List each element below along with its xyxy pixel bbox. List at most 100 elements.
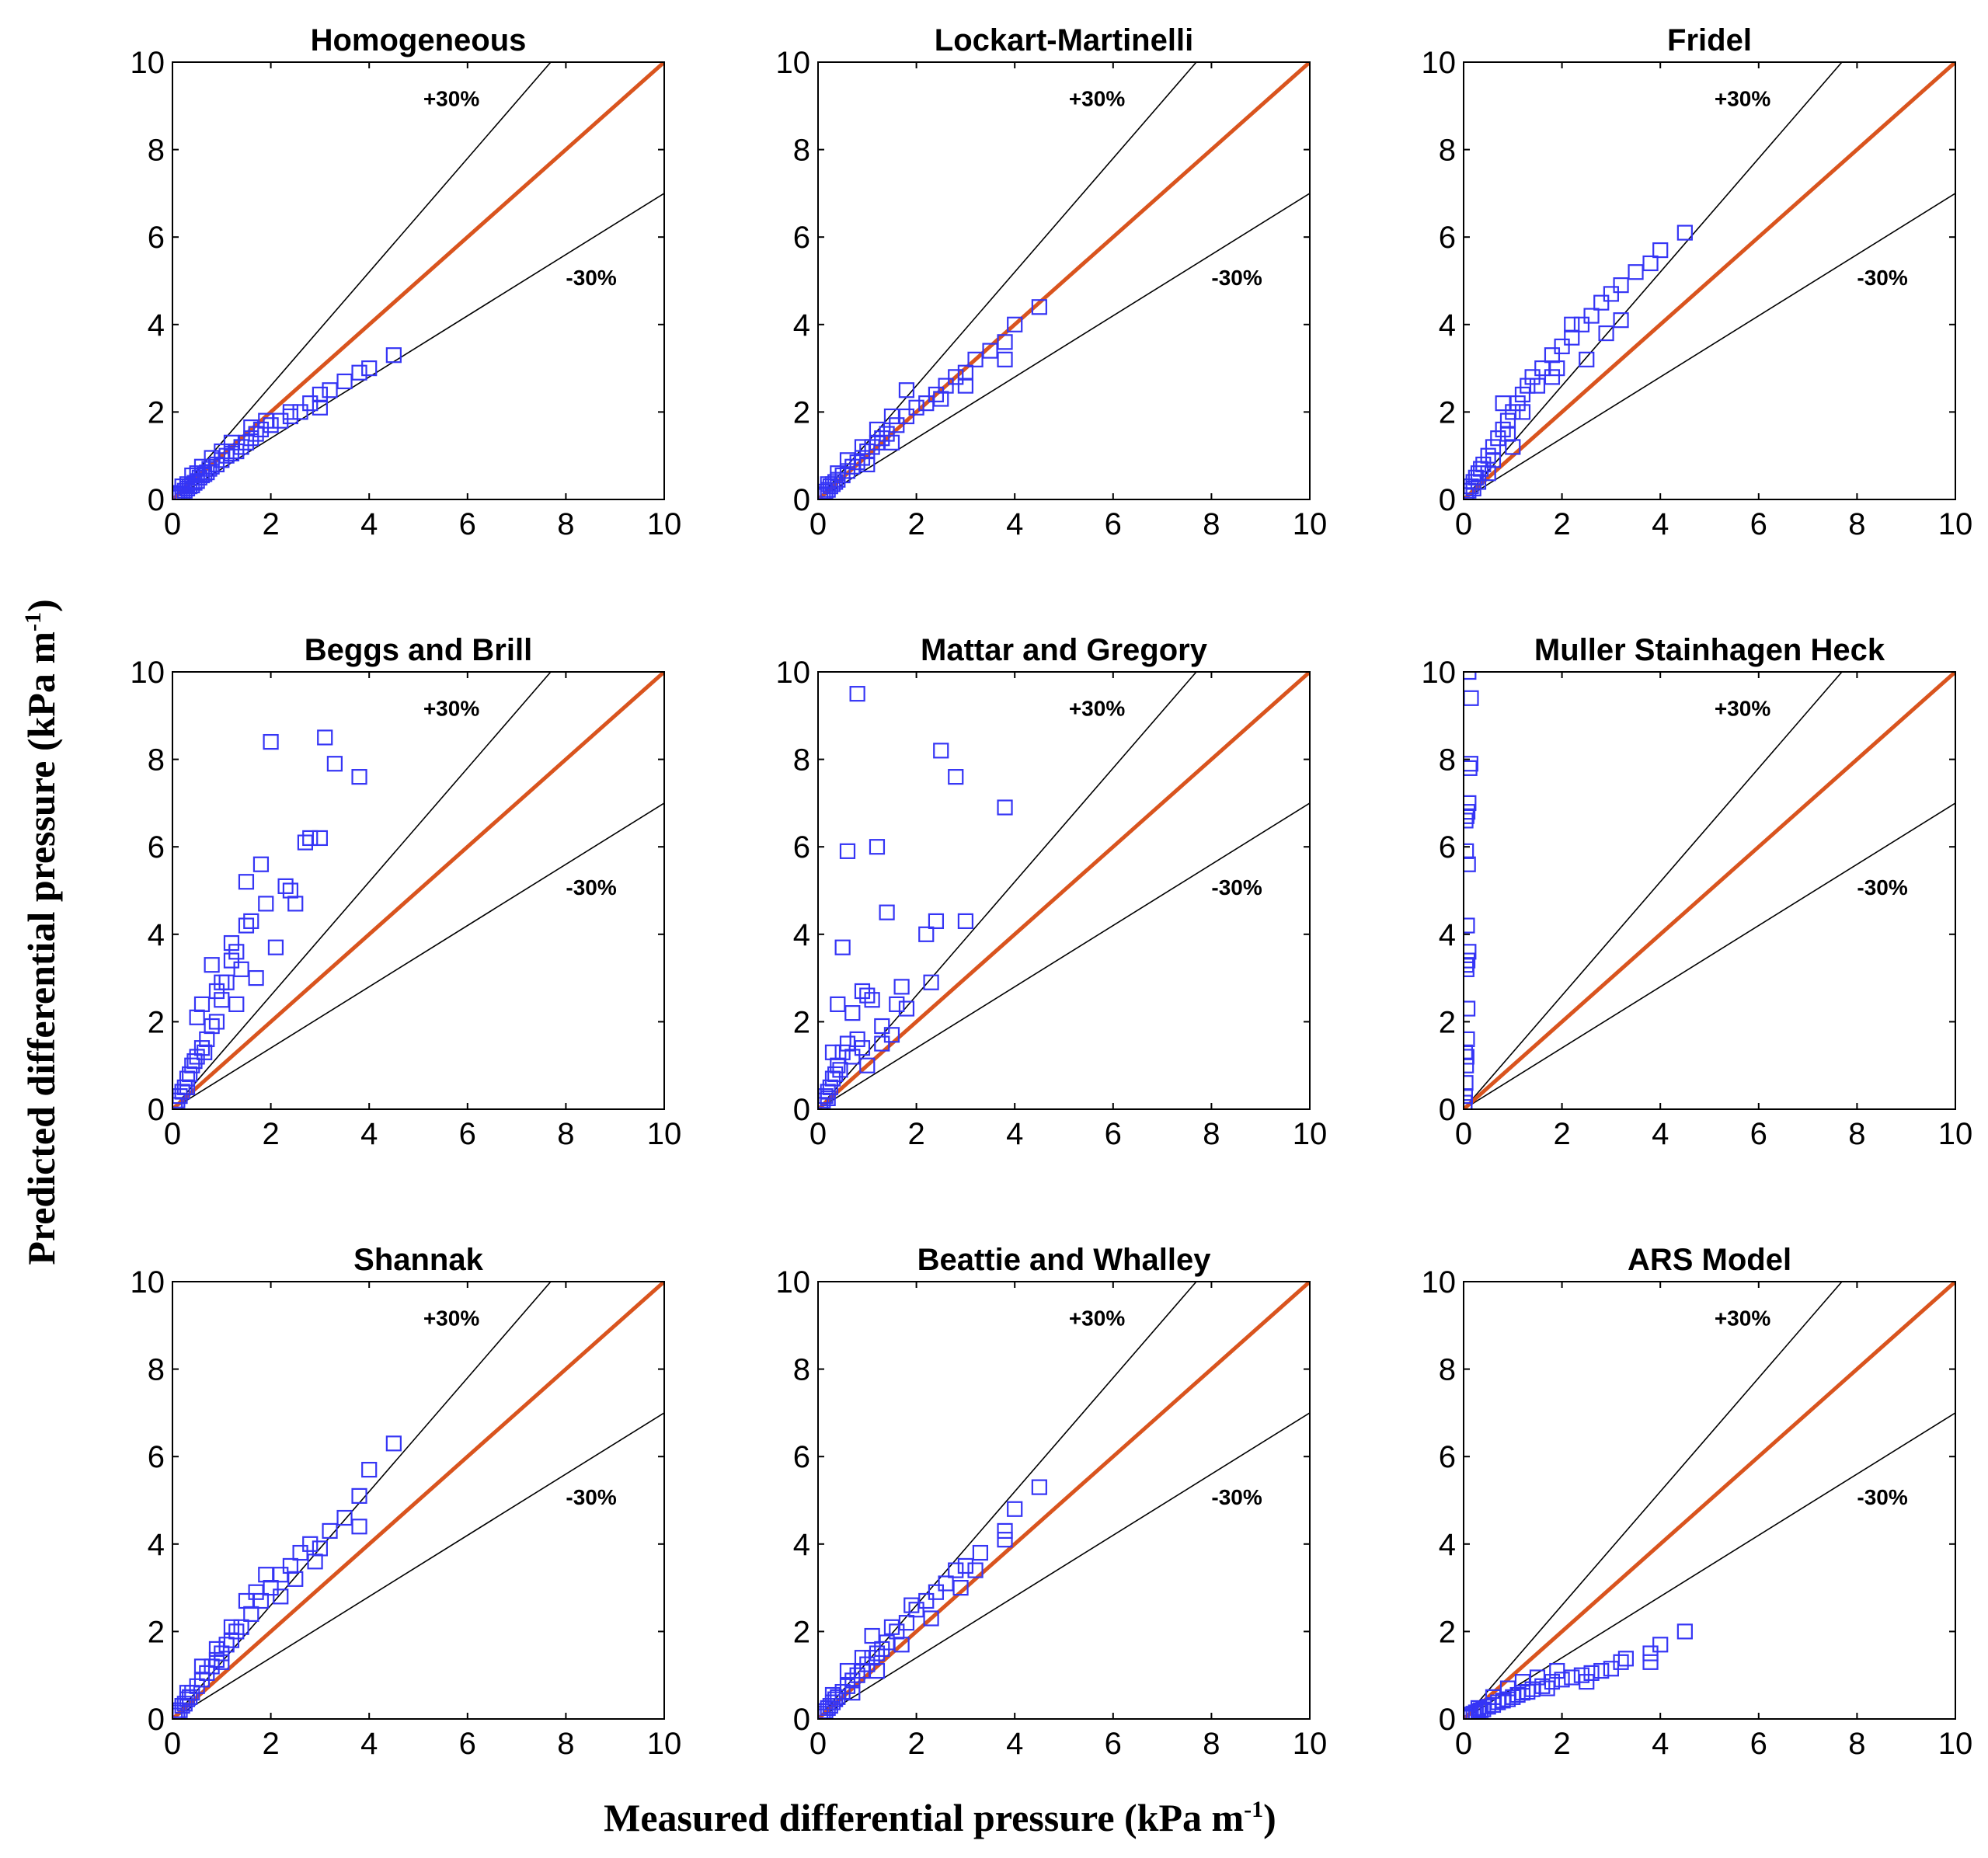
data-point: [208, 1014, 225, 1030]
data-point: [839, 1662, 856, 1679]
data-point: [869, 839, 886, 855]
x-tick-label: 6: [1105, 1117, 1122, 1151]
x-tick-label: 4: [1006, 507, 1023, 541]
data-point: [997, 1522, 1013, 1540]
y-tick-label: 10: [131, 46, 165, 80]
data-point: [1495, 395, 1511, 412]
upper-30pct-line: [818, 62, 1197, 499]
data-point: [849, 454, 865, 471]
lower-30pct-line: [1464, 802, 1955, 1109]
y-tick-label: 10: [1422, 656, 1457, 690]
lower-band-label: -30%: [1857, 1485, 1907, 1509]
plot-frame: [817, 1281, 1311, 1720]
x-tick-label: 8: [1848, 1727, 1865, 1761]
y-tick-label: 0: [148, 1703, 165, 1737]
upper-band-label: +30%: [1069, 696, 1125, 720]
x-tick-label: 0: [1455, 1117, 1472, 1151]
y-tick-label: 4: [148, 1528, 165, 1562]
data-point: [182, 1066, 198, 1083]
data-point: [1464, 756, 1478, 772]
data-point: [204, 1018, 220, 1035]
data-point: [233, 439, 249, 455]
x-tick-label: 8: [557, 507, 574, 541]
data-point: [957, 378, 974, 394]
upper-30pct-line: [818, 672, 1197, 1109]
data-point: [273, 1567, 289, 1583]
identity-line: [172, 672, 664, 1109]
chart-panel-3: Fridel +30% -30% 0 2 4 6 8 10 0 2 4 6 8 10: [1422, 23, 1973, 541]
data-point: [199, 1031, 215, 1048]
data-point: [1549, 1662, 1565, 1679]
data-point: [1676, 1623, 1693, 1640]
y-tick-label: 10: [776, 46, 811, 80]
data-point: [1464, 760, 1478, 776]
y-tick-label: 8: [148, 134, 165, 168]
y-tick-label: 6: [793, 830, 810, 865]
data-point: [948, 369, 964, 385]
data-point: [228, 996, 245, 1012]
x-tick-label: 2: [262, 1117, 279, 1151]
data-point: [834, 1044, 851, 1060]
data-point: [1579, 1674, 1595, 1690]
plot-frame: [172, 61, 665, 500]
data-point: [282, 408, 299, 425]
data-point: [879, 426, 895, 442]
data-point: [997, 1532, 1013, 1548]
data-point: [1652, 242, 1669, 259]
data-point: [1573, 316, 1590, 332]
data-point: [997, 799, 1013, 816]
data-point: [1464, 957, 1474, 973]
x-tick-label: 10: [1293, 1117, 1328, 1151]
data-point: [277, 878, 294, 894]
data-point: [1583, 1665, 1600, 1681]
data-point: [1583, 308, 1600, 324]
reference-lines: [818, 62, 1310, 499]
data-point: [1505, 439, 1521, 455]
lower-30pct-line: [1464, 1412, 1955, 1719]
x-tick-label: 2: [1553, 1727, 1570, 1761]
y-tick-label: 2: [1439, 1615, 1456, 1649]
data-point: [1676, 224, 1693, 241]
chart-panel-1: Homogeneous +30% -30% 0 2 4 6 8 10 0 2 4 6 8 10: [131, 23, 682, 541]
data-point: [186, 1053, 203, 1070]
plot-frame: [172, 671, 665, 1110]
data-point: [864, 1650, 880, 1666]
data-point: [336, 373, 353, 390]
data-point: [918, 926, 935, 942]
data-point: [1464, 917, 1475, 934]
marker-group: [1464, 224, 1693, 499]
data-point: [385, 1435, 402, 1452]
y-tick-label: 6: [1439, 221, 1456, 255]
y-tick-label: 8: [793, 743, 810, 778]
data-point: [1549, 360, 1565, 377]
data-point: [297, 834, 314, 851]
upper-band-label: +30%: [1069, 1306, 1125, 1330]
lower-30pct-line: [172, 802, 664, 1109]
lower-30pct-line: [172, 1412, 664, 1719]
x-tick-label: 6: [1750, 1727, 1767, 1761]
x-tick-label: 2: [907, 1117, 924, 1151]
data-point: [252, 421, 270, 438]
x-tick-label: 4: [1652, 1727, 1669, 1761]
y-axis-title: Predicted differential pressure (kPa m-1…: [19, 599, 63, 1265]
plot-frame: [1463, 671, 1956, 1110]
data-point: [1490, 430, 1506, 447]
data-point: [967, 1562, 984, 1578]
data-point: [1464, 812, 1474, 829]
x-tick-label: 8: [557, 1727, 574, 1761]
data-point: [214, 443, 230, 460]
data-point: [351, 1487, 367, 1504]
y-tick-label: 2: [148, 1005, 165, 1039]
y-tick-label: 4: [1439, 918, 1456, 952]
data-point: [859, 443, 876, 460]
data-point: [849, 1667, 865, 1683]
lower-band-label: -30%: [566, 1485, 616, 1509]
data-point: [1628, 264, 1644, 280]
data-point: [874, 430, 890, 447]
reference-lines: [1464, 62, 1955, 499]
panel-title: Fridel: [1667, 23, 1752, 57]
data-point: [351, 769, 367, 785]
data-point: [312, 386, 328, 402]
x-tick-label: 4: [360, 1727, 378, 1761]
y-tick-label: 0: [148, 483, 165, 517]
